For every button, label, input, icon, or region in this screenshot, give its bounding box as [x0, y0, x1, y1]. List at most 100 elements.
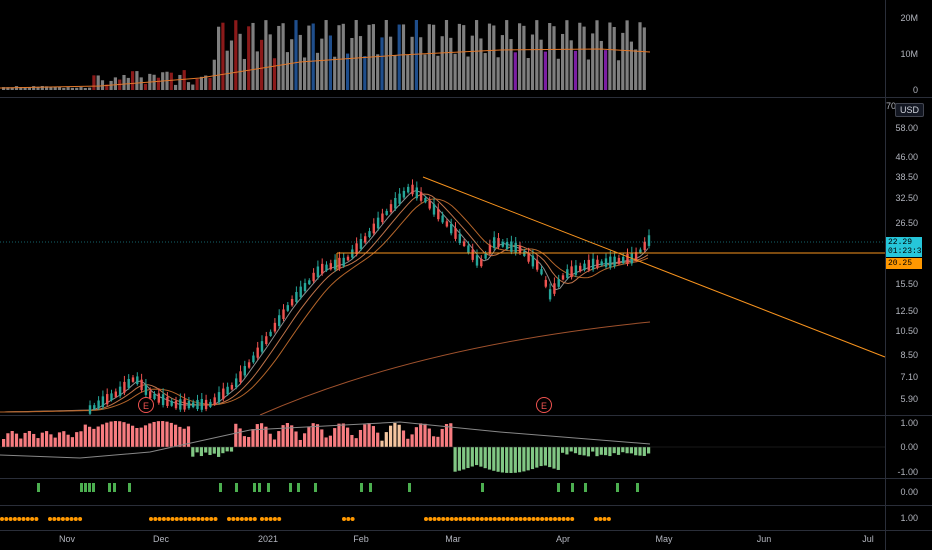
horizontal-line-price-tag: 20.25 — [886, 258, 922, 269]
volume-bar — [355, 20, 358, 90]
candle-body — [110, 393, 112, 400]
candle-body — [132, 377, 134, 381]
volume-bar — [445, 20, 448, 90]
volume-bar — [264, 20, 267, 90]
oscillator-bar — [540, 447, 543, 466]
candle-body — [205, 400, 207, 409]
signal-dot — [441, 517, 445, 521]
last-price-value: 22.29 — [888, 238, 920, 247]
candle-body — [119, 387, 121, 396]
signal-dot — [74, 517, 78, 521]
oscillator-bar — [428, 429, 431, 447]
signal-dot — [22, 517, 26, 521]
signal-dot — [149, 517, 153, 521]
oscillator-bar — [213, 447, 216, 454]
signal-dot — [153, 517, 157, 521]
signal-dot — [493, 517, 497, 521]
signal-dot — [166, 517, 170, 521]
oscillator-bar — [316, 424, 319, 447]
signal-marker — [219, 483, 222, 492]
signal-dot — [544, 517, 548, 521]
oscillator-bar — [527, 447, 530, 470]
signal-dot — [65, 517, 69, 521]
candle-body — [196, 400, 198, 409]
oscillator-bar — [101, 424, 104, 447]
signal-dot — [549, 517, 553, 521]
volume-bar — [312, 24, 315, 90]
volume-bar — [208, 78, 211, 90]
volume-bar — [441, 36, 444, 90]
currency-button[interactable]: USD — [895, 103, 924, 117]
candle-body — [171, 401, 173, 406]
candle-body — [609, 257, 611, 268]
oscillator-bar — [368, 423, 371, 447]
oscillator-bar — [122, 422, 125, 447]
pane-separator-oscillator[interactable] — [0, 415, 932, 416]
signal-dot — [13, 517, 17, 521]
price-axis-label: 5.90 — [900, 394, 918, 404]
volume-bar — [75, 88, 78, 90]
candle-body — [269, 332, 271, 336]
time-axis-label: Feb — [353, 534, 369, 544]
oscillator-bar — [200, 447, 203, 456]
candle-body — [403, 191, 405, 198]
signal-dot — [17, 517, 21, 521]
signal-dot — [4, 517, 8, 521]
candle-body — [377, 218, 379, 229]
volume-bar — [634, 49, 637, 90]
candle-body — [201, 399, 203, 410]
signal-dot — [501, 517, 505, 521]
pane-separator-signal-1[interactable] — [0, 478, 932, 479]
volume-bar — [466, 57, 469, 90]
pane-separator-volume[interactable] — [0, 97, 932, 98]
volume-bar — [462, 25, 465, 90]
signal-marker — [128, 483, 131, 492]
candle-body — [493, 237, 495, 248]
oscillator-bar — [595, 447, 598, 456]
volume-bar — [518, 23, 521, 90]
time-axis-label: Apr — [556, 534, 570, 544]
earnings-marker[interactable]: E — [536, 397, 552, 413]
oscillator-bar — [445, 424, 448, 447]
price-axis-label: 46.00 — [895, 152, 918, 162]
candle-body — [334, 260, 336, 270]
oscillator-bar — [329, 436, 332, 447]
price-axis-label: 7.10 — [900, 372, 918, 382]
volume-bar — [484, 53, 487, 90]
volume-bar — [294, 20, 297, 90]
oscillator-bar — [406, 439, 409, 447]
oscillator-bar — [411, 434, 414, 447]
volume-bar — [92, 75, 95, 90]
signal-dot — [523, 517, 527, 521]
last-price-tag: 22.29 01:23:36 — [886, 237, 922, 257]
oscillator-bar — [578, 447, 581, 455]
earnings-marker[interactable]: E — [138, 397, 154, 413]
pane-separator-signal-2[interactable] — [0, 505, 932, 506]
oscillator-bar — [320, 429, 323, 447]
candle-body — [437, 209, 439, 219]
oscillator-bar — [441, 429, 444, 447]
oscillator-bar — [118, 421, 121, 447]
volume-bar — [269, 34, 272, 90]
oscillator-bar — [402, 430, 405, 447]
signal-dot — [240, 517, 244, 521]
volume-bar — [325, 20, 328, 90]
moving-average-line — [260, 322, 650, 415]
candle-body — [308, 280, 310, 284]
candle-body — [433, 204, 435, 215]
oscillator-bar — [49, 434, 52, 447]
volume-bar — [449, 38, 452, 90]
oscillator-bar — [454, 447, 457, 472]
signal-dot — [236, 517, 240, 521]
oscillator-bar — [522, 447, 525, 471]
candle-body — [562, 275, 564, 279]
signal-dot — [463, 517, 467, 521]
candle-body — [648, 235, 650, 246]
candle-body — [222, 389, 224, 399]
oscillator-bar — [337, 424, 340, 447]
signal-dot — [205, 517, 209, 521]
oscillator-bar — [497, 447, 500, 472]
candle-body — [209, 402, 211, 407]
signal-marker — [584, 483, 587, 492]
